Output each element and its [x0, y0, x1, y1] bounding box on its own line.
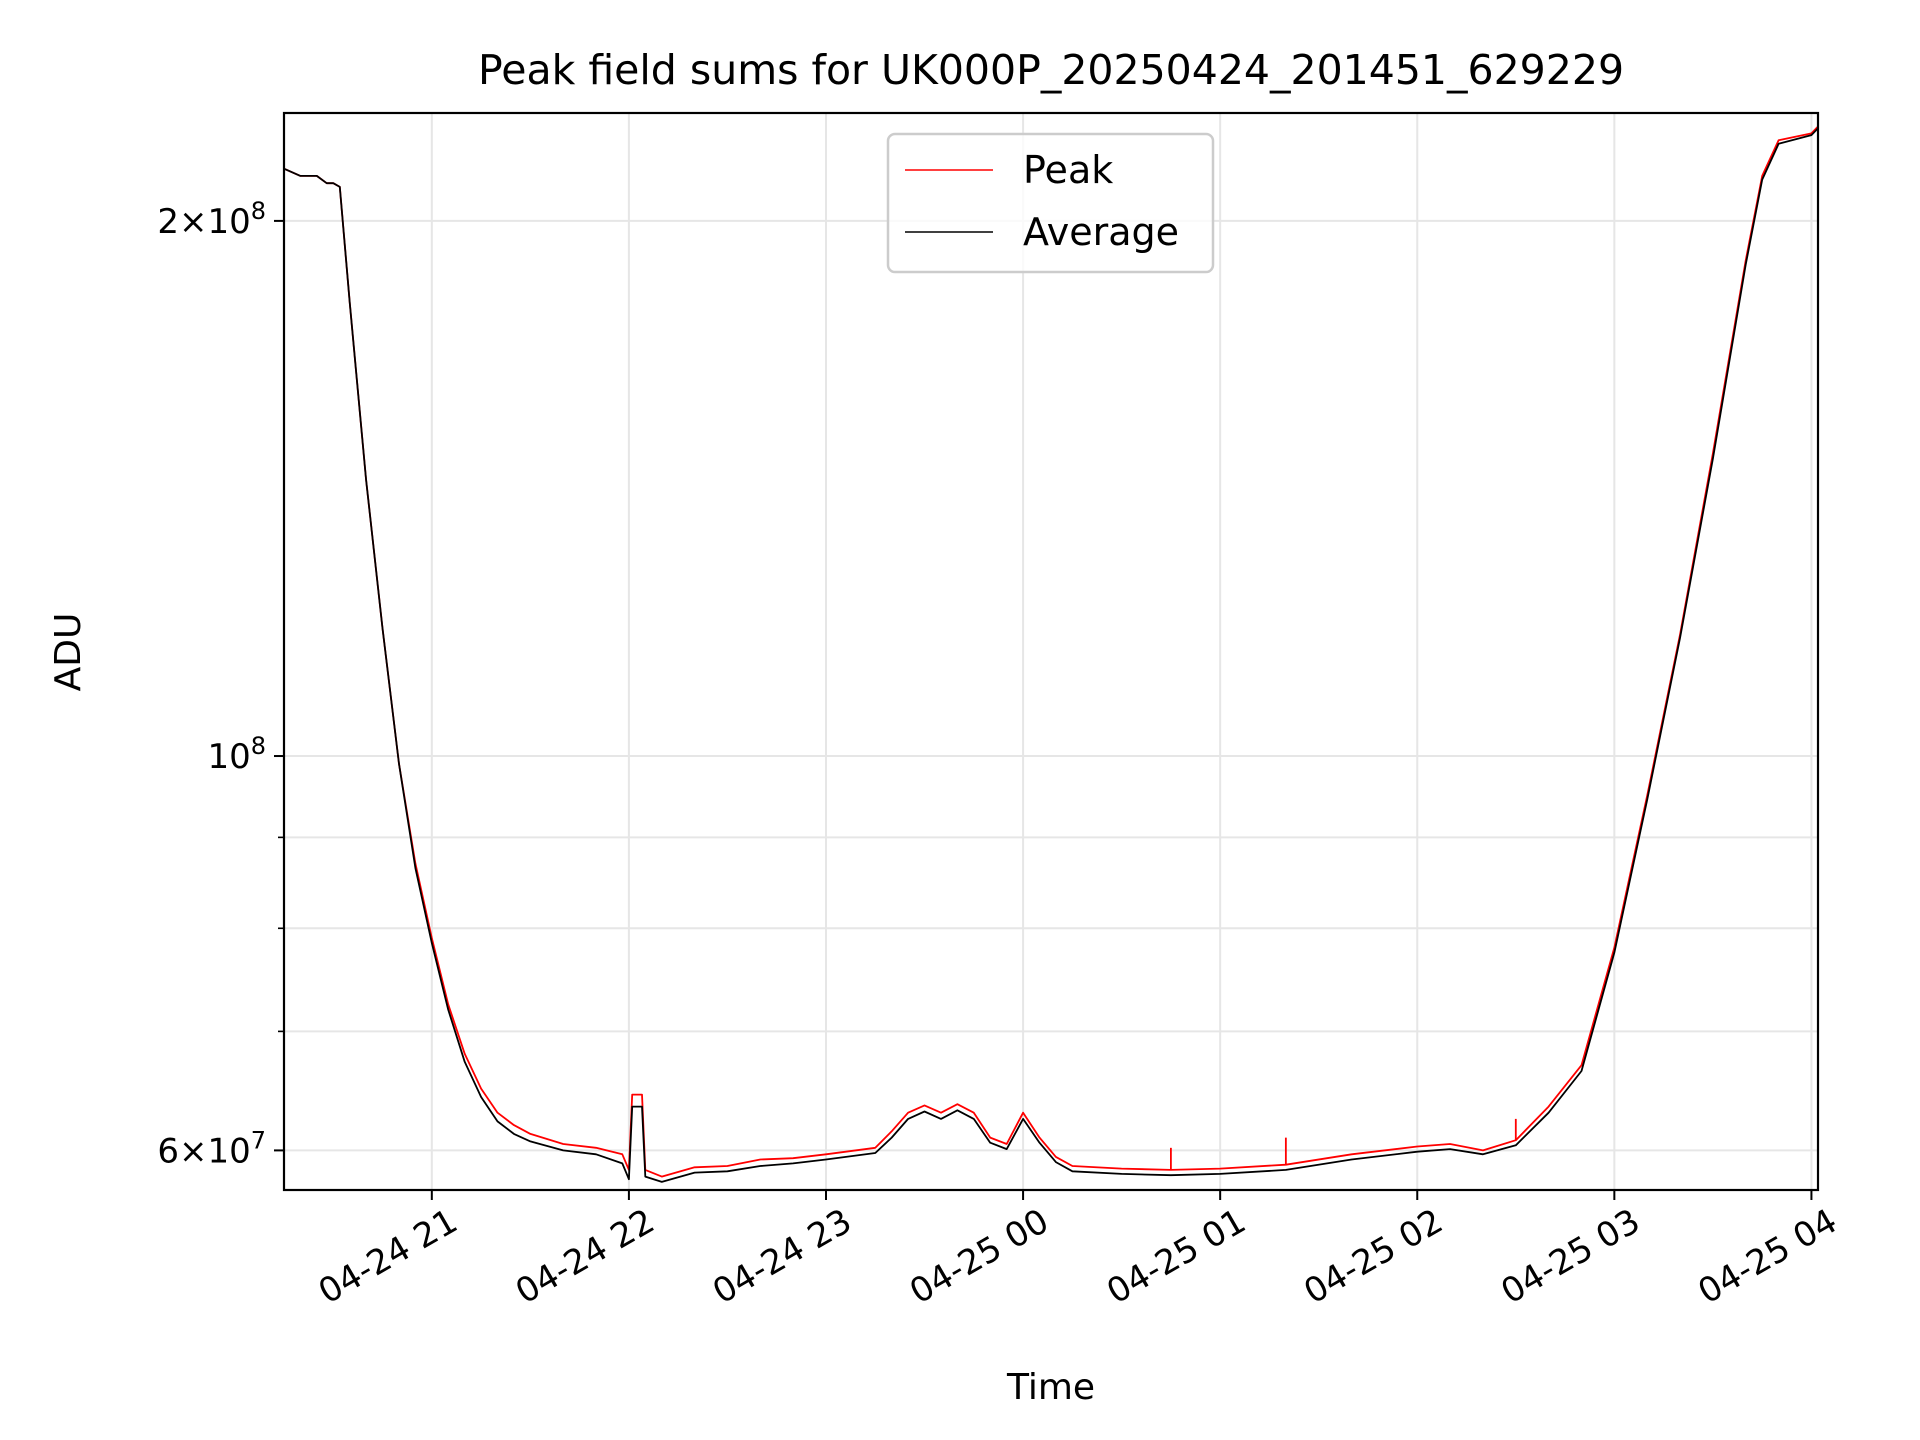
legend: Peak Average	[886, 132, 1215, 274]
x-axis-label: Time	[1006, 1367, 1095, 1408]
legend-box	[886, 132, 1215, 274]
y-axis-label: ADU	[48, 613, 89, 692]
series-line-peak	[283, 125, 1819, 1178]
y-tick-label: 2×108	[157, 197, 266, 242]
legend-label-average: Average	[1023, 210, 1179, 254]
plot-frame	[282, 111, 1820, 1192]
series-layer	[283, 125, 1819, 1183]
legend-label-peak: Peak	[1023, 148, 1113, 192]
chart-title: Peak field sums for UK000P_20250424_2014…	[478, 46, 1624, 94]
y-tick-label: 108	[207, 732, 266, 777]
y-tick-label: 6×107	[157, 1126, 266, 1171]
series-line-average	[283, 127, 1819, 1183]
